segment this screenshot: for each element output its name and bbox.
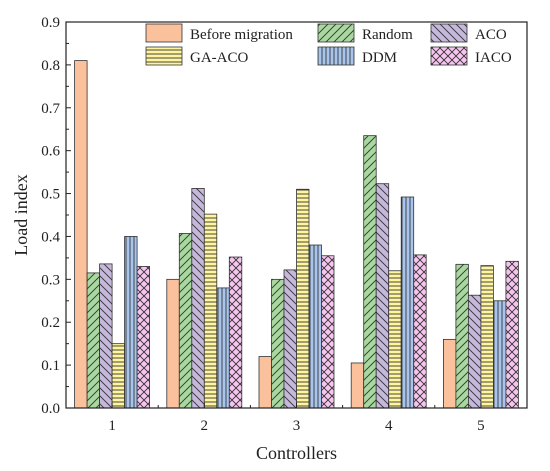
- y-tick-label: 0.7: [41, 101, 60, 117]
- legend-label: ACO: [475, 27, 507, 43]
- bar-before-migration-controller-2: [166, 278, 180, 409]
- bar-aco-controller-5: [467, 294, 482, 409]
- bar-iaco-controller-1: [136, 266, 151, 409]
- legend-item-before-migration: Before migration: [145, 23, 293, 43]
- x-tick-label: 4: [385, 418, 393, 434]
- bar-aco-controller-4: [375, 183, 390, 409]
- bar-aco-controller-2: [191, 188, 205, 409]
- legend-label: Random: [362, 27, 413, 43]
- legend-label: Before migration: [190, 27, 293, 43]
- bar-ga-aco-controller-4: [388, 270, 402, 409]
- bar-ddm-controller-2: [216, 287, 230, 409]
- bar-iaco-controller-3: [321, 255, 335, 409]
- legend-item-ddm: DDM: [317, 46, 397, 66]
- y-tick-label: 0.1: [41, 358, 60, 374]
- legend-item-random: Random: [317, 23, 413, 43]
- axis-ticks: 0.0 0.1 0.2 0.3 0.4 0.5 0.6 0.7 0.8 0.9 1 2 3 4 5: [41, 15, 484, 434]
- legend-swatch: [430, 23, 468, 43]
- legend-item-ga-aco: GA-ACO: [145, 46, 248, 66]
- bar-before-migration-controller-1: [74, 60, 88, 409]
- bar-iaco-controller-4: [413, 254, 427, 409]
- bar-ga-aco-controller-3: [296, 188, 310, 409]
- y-tick-label: 0.0: [41, 401, 60, 417]
- legend-label: IACO: [475, 50, 512, 66]
- y-tick-label: 0.3: [41, 272, 60, 288]
- bar-random-controller-2: [178, 233, 193, 409]
- x-tick-label: 2: [201, 418, 209, 434]
- bar-aco-controller-3: [283, 269, 297, 409]
- x-tick-label: 1: [108, 418, 116, 434]
- bar-random-controller-1: [86, 272, 100, 409]
- bar-random-controller-4: [363, 135, 377, 409]
- bar-random-controller-3: [271, 278, 285, 409]
- legend: Before migration Random ACO GA-ACO DDM IACO: [145, 23, 512, 66]
- y-axis-title: Load index: [11, 174, 31, 255]
- legend-label: DDM: [362, 50, 397, 66]
- bar-aco-controller-1: [99, 263, 113, 409]
- legend-item-aco: ACO: [430, 23, 507, 43]
- y-tick-label: 0.8: [41, 58, 60, 74]
- bar-ga-aco-controller-5: [480, 265, 494, 409]
- bar-ga-aco-controller-1: [111, 343, 125, 409]
- legend-label: GA-ACO: [190, 50, 248, 66]
- bar-ddm-controller-3: [308, 244, 322, 409]
- bar-before-migration-controller-4: [350, 362, 365, 409]
- legend-swatch: [430, 46, 468, 66]
- bar-iaco-controller-5: [505, 260, 519, 409]
- legend-swatch: [145, 23, 183, 43]
- legend-swatch: [145, 46, 183, 66]
- y-tick-label: 0.6: [41, 144, 60, 160]
- y-tick-label: 0.2: [41, 315, 60, 331]
- y-tick-label: 0.4: [41, 229, 60, 245]
- bar-iaco-controller-2: [228, 256, 243, 409]
- x-tick-label: 5: [477, 418, 485, 434]
- bar-ddm-controller-5: [492, 300, 507, 409]
- x-axis-title: Controllers: [256, 443, 337, 463]
- bars-layer: [74, 60, 519, 409]
- bar-ddm-controller-1: [124, 236, 138, 409]
- bar-before-migration-controller-3: [258, 356, 272, 409]
- legend-swatch: [317, 46, 355, 66]
- bar-ddm-controller-4: [400, 196, 415, 409]
- y-tick-label: 0.5: [41, 187, 60, 203]
- y-tick-label: 0.9: [41, 15, 60, 31]
- x-tick-label: 3: [293, 418, 301, 434]
- bar-random-controller-5: [455, 263, 469, 409]
- bar-before-migration-controller-5: [442, 338, 457, 409]
- legend-item-iaco: IACO: [430, 46, 512, 66]
- bar-ga-aco-controller-2: [203, 213, 218, 409]
- legend-swatch: [317, 23, 355, 43]
